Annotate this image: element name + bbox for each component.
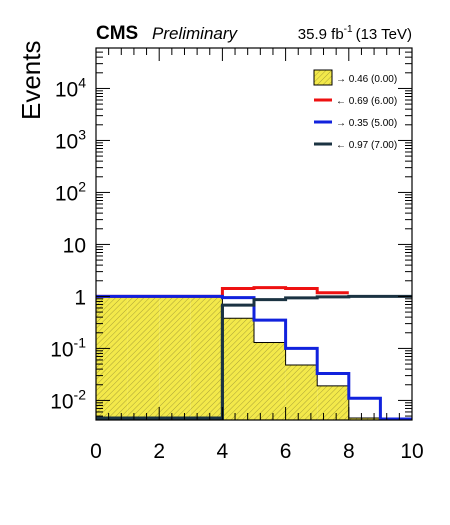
legend-label: → 0.46 (0.00) bbox=[336, 74, 397, 85]
legend-entry: ← 0.69 (6.00) bbox=[314, 96, 397, 107]
legend: → 0.46 (0.00) ← 0.69 (6.00) → 0.35 (5.00) ←… bbox=[313, 69, 397, 151]
hist-bin bbox=[127, 296, 160, 420]
axes: 0 2 4 6 8 10 10-2 10-1 1 10 102 103 104 bbox=[50, 47, 424, 463]
y-tick-label: 104 bbox=[55, 74, 86, 101]
hist-bin bbox=[159, 296, 191, 420]
series-4 bbox=[96, 294, 412, 420]
x-tick-label: 8 bbox=[343, 440, 355, 463]
x-tick-label: 4 bbox=[217, 440, 229, 463]
legend-entry: → 0.35 (5.00) bbox=[314, 118, 397, 129]
lumi-exponent: -1 bbox=[344, 24, 353, 35]
plot-area bbox=[96, 286, 412, 421]
series-line bbox=[96, 294, 412, 420]
y-tick-label: 1 bbox=[74, 286, 86, 309]
y-tick-label: 10-1 bbox=[50, 334, 86, 361]
legend-label: → 0.35 (5.00) bbox=[336, 118, 397, 129]
legend-label: ← 0.97 (7.00) bbox=[336, 140, 397, 151]
y-tick-label: 103 bbox=[55, 126, 86, 153]
hist-bin bbox=[96, 296, 128, 420]
series-3 bbox=[96, 294, 412, 421]
legend-entry: ← 0.97 (7.00) bbox=[314, 140, 397, 151]
y-axis-label: Events bbox=[16, 41, 46, 121]
status-label: Preliminary bbox=[152, 24, 239, 43]
lumi-value: 35.9 fb bbox=[298, 26, 344, 43]
legend-label: ← 0.69 (6.00) bbox=[336, 96, 397, 107]
hist-bin bbox=[254, 342, 286, 420]
experiment-label: CMS bbox=[96, 23, 138, 44]
x-tick-label: 0 bbox=[90, 440, 102, 463]
legend-swatch bbox=[313, 69, 333, 86]
hist-bin bbox=[348, 417, 381, 420]
y-tick-label: 10 bbox=[63, 234, 86, 257]
x-tick-label: 2 bbox=[153, 440, 165, 463]
y-tick-label: 10-2 bbox=[50, 386, 86, 413]
luminosity-label: 35.9 fb-1 (13 TeV) bbox=[298, 24, 412, 43]
hist-bin bbox=[317, 385, 349, 420]
hist-bin bbox=[190, 296, 223, 420]
energy-label: (13 TeV) bbox=[356, 26, 412, 43]
series-line bbox=[96, 294, 412, 421]
series-1 bbox=[96, 295, 412, 420]
x-tick-label: 10 bbox=[400, 440, 423, 463]
hist-bin bbox=[222, 318, 254, 420]
y-tick-label: 102 bbox=[55, 178, 86, 205]
plot-frame bbox=[95, 47, 413, 421]
hist-bin bbox=[285, 364, 318, 420]
x-tick-label: 6 bbox=[280, 440, 292, 463]
legend-entry: → 0.46 (0.00) bbox=[313, 69, 397, 86]
